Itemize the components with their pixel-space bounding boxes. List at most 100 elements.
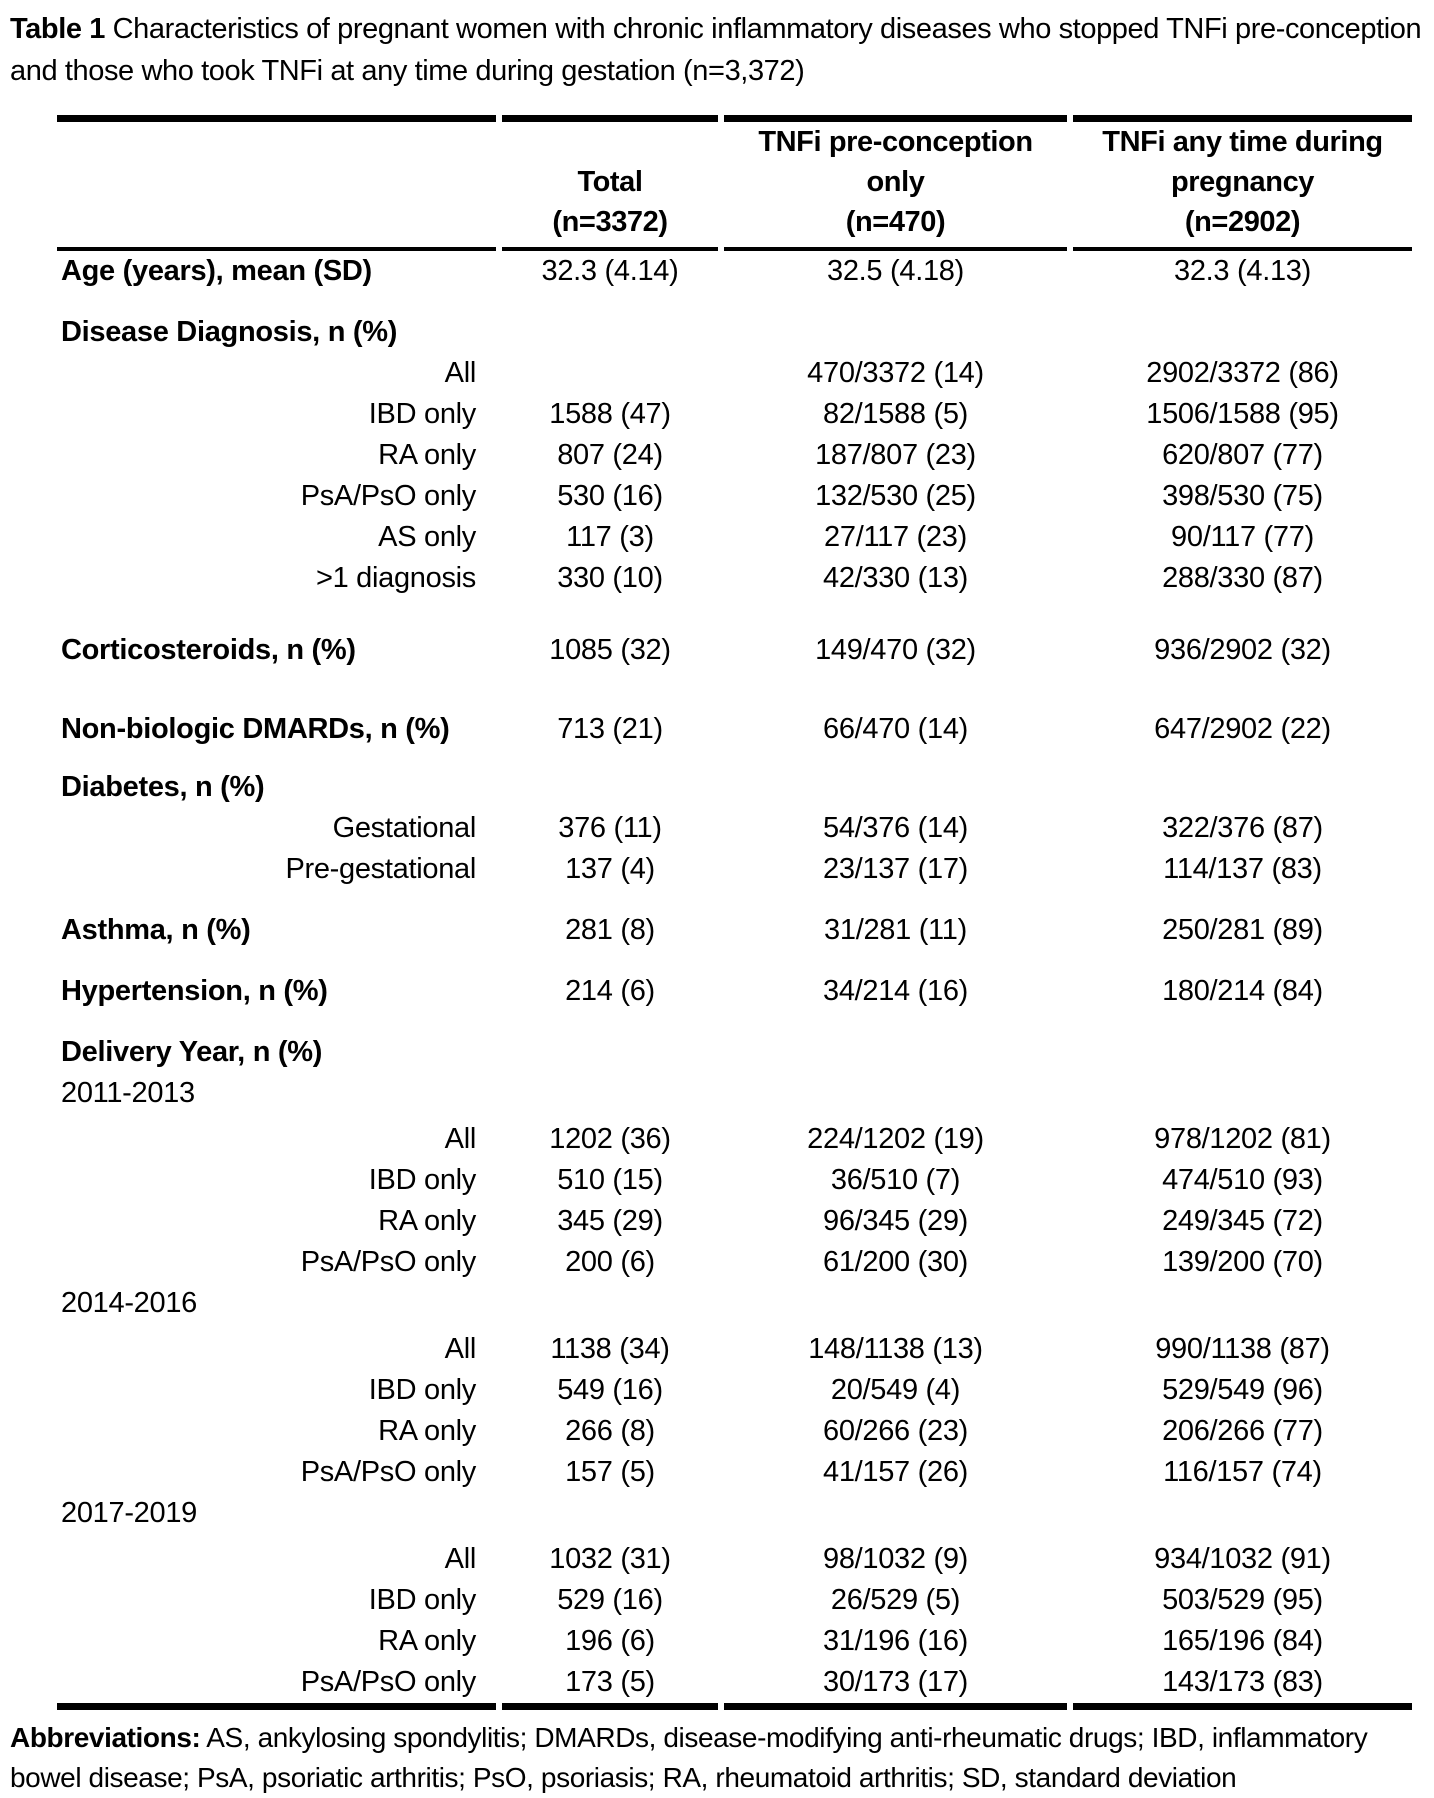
value-cell-anytime: 32.3 (4.13): [1174, 255, 1311, 287]
value-cell-preconception: 61/200 (30): [822, 1246, 969, 1278]
table-row: Corticosteroids, n (%) 1085 (32) 149/470 (…: [57, 599, 1412, 671]
value-cell-anytime: [1073, 1493, 1412, 1534]
row-label: PsA/PsO only: [300, 1246, 477, 1278]
row-label: All: [444, 1543, 477, 1575]
value-cell-total: 281 (8): [565, 914, 655, 946]
row-label: PsA/PsO only: [300, 480, 477, 512]
value-cell-anytime: 398/530 (75): [1162, 480, 1323, 512]
value-cell-anytime: 529/549 (96): [1162, 1374, 1323, 1406]
row-label: PsA/PsO only: [57, 1662, 496, 1710]
value-cell-anytime: [1073, 1012, 1412, 1073]
value-cell-total: 807 (24): [557, 439, 663, 471]
table-row: Delivery Year, n (%): [57, 1012, 1412, 1073]
header-cell-rowlabels: [57, 115, 496, 251]
value-cell-preconception: 132/530 (25): [815, 480, 976, 512]
table-row: IBD only 510 (15) 36/510 (7) 474/510 (93): [57, 1160, 1412, 1201]
value-cell-anytime: 90/117 (77): [1171, 521, 1314, 553]
row-label: Gestational: [332, 812, 477, 844]
row-label: RA only: [378, 1625, 476, 1657]
row-label: Diabetes, n (%): [61, 771, 265, 803]
header-line: (n=3372): [552, 206, 668, 238]
value-cell-anytime: 2902/3372 (86): [1146, 357, 1339, 389]
value-cell-total: 713 (21): [557, 713, 663, 745]
value-cell-preconception: [724, 750, 1067, 808]
value-cell-preconception: 20/549 (4): [830, 1374, 961, 1406]
value-cell-anytime: 1506/1588 (95): [1146, 398, 1339, 430]
row-label: >1 diagnosis: [315, 562, 476, 594]
value-cell-total: [502, 1493, 718, 1534]
table-row: RA only 807 (24) 187/807 (23) 620/807 (77): [57, 435, 1412, 476]
value-cell-anytime: 114/137 (83): [1163, 853, 1322, 885]
value-cell-preconception: 224/1202 (19): [807, 1123, 984, 1155]
value-cell-preconception: 98/1032 (9): [822, 1543, 969, 1575]
value-cell-total: 32.3 (4.14): [541, 255, 679, 287]
value-cell-total: 157 (5): [565, 1456, 655, 1488]
value-cell-total: [502, 1012, 718, 1073]
value-cell-preconception: 187/807 (23): [815, 439, 976, 471]
header-line: TNFi pre-conception: [758, 126, 1033, 158]
value-cell-anytime: [1073, 750, 1412, 808]
value-cell-preconception: 30/173 (17): [724, 1662, 1067, 1710]
row-label: Hypertension, n (%): [61, 975, 328, 1007]
value-cell-preconception: 26/529 (5): [830, 1584, 961, 1616]
header-line: only: [866, 166, 925, 198]
value-cell-total: [502, 750, 718, 808]
value-cell-anytime: 503/529 (95): [1162, 1584, 1323, 1616]
table-row: 2014-2016: [57, 1283, 1412, 1324]
abbreviations-text: AS, ankylosing spondylitis; DMARDs, dise…: [10, 1722, 1368, 1793]
value-cell-preconception: [724, 1073, 1067, 1114]
table-row: Diabetes, n (%): [57, 750, 1412, 808]
row-label: Asthma, n (%): [61, 914, 251, 946]
header-line: Total: [577, 166, 643, 198]
value-cell-preconception: 96/345 (29): [822, 1205, 969, 1237]
table-row: >1 diagnosis 330 (10) 42/330 (13) 288/330 (…: [57, 558, 1412, 599]
abbreviations-note: Abbreviations: AS, ankylosing spondyliti…: [10, 1718, 1424, 1798]
table-row: PsA/PsO only 173 (5) 30/173 (17) 143/173 (8…: [57, 1662, 1412, 1710]
value-cell-preconception: [724, 292, 1067, 353]
table-row: PsA/PsO only 200 (6) 61/200 (30) 139/200 (7…: [57, 1242, 1412, 1283]
value-cell-total: 117 (3): [566, 521, 654, 553]
table-row: All 470/3372 (14) 2902/3372 (86): [57, 353, 1412, 394]
value-cell-anytime: 116/157 (74): [1163, 1456, 1322, 1488]
row-label: IBD only: [368, 398, 477, 430]
header-line: TNFi any time during: [1102, 126, 1383, 158]
row-label: Non-biologic DMARDs, n (%): [61, 713, 450, 745]
value-cell-total: [502, 1283, 718, 1324]
table-row: IBD only 1588 (47) 82/1588 (5) 1506/1588 (9…: [57, 394, 1412, 435]
row-label: Disease Diagnosis, n (%): [61, 316, 398, 348]
table-caption: Table 1 Characteristics of pregnant wome…: [10, 8, 1424, 92]
row-label: RA only: [378, 1205, 476, 1237]
table-row: Gestational 376 (11) 54/376 (14) 322/376 (8…: [57, 808, 1412, 849]
row-label: IBD only: [368, 1164, 477, 1196]
table-row: 2017-2019: [57, 1493, 1412, 1534]
value-cell-total: 510 (15): [557, 1164, 663, 1196]
value-cell-preconception: [724, 1012, 1067, 1073]
header-line: (n=470): [845, 206, 946, 238]
value-cell-preconception: 23/137 (17): [822, 853, 969, 885]
value-cell-preconception: [724, 1283, 1067, 1324]
value-cell-preconception: 60/266 (23): [822, 1415, 969, 1447]
value-cell-anytime: 934/1032 (91): [1154, 1543, 1331, 1575]
header-cell-anytime: TNFi any time during pregnancy (n=2902): [1073, 115, 1412, 251]
row-label: All: [444, 357, 477, 389]
value-cell-preconception: [724, 1493, 1067, 1534]
value-cell-anytime: 180/214 (84): [1162, 975, 1323, 1007]
value-cell-anytime: 620/807 (77): [1162, 439, 1323, 471]
table-row: Asthma, n (%) 281 (8) 31/281 (11) 250/281 (…: [57, 890, 1412, 951]
table-row: All 1202 (36) 224/1202 (19) 978/1202 (81): [57, 1114, 1412, 1160]
table-row: AS only 117 (3) 27/117 (23) 90/117 (77): [57, 517, 1412, 558]
value-cell-total: 1202 (36): [549, 1123, 671, 1155]
row-label: IBD only: [368, 1374, 477, 1406]
row-label: Corticosteroids, n (%): [61, 634, 356, 666]
value-cell-preconception: 66/470 (14): [822, 713, 969, 745]
value-cell-total: 549 (16): [557, 1374, 663, 1406]
value-cell-anytime: 990/1138 (87): [1155, 1333, 1330, 1365]
characteristics-table: Total (n=3372) TNFi pre-conception only (n=…: [51, 115, 1418, 1710]
value-cell-total: 1588 (47): [549, 398, 671, 430]
table-row: Hypertension, n (%) 214 (6) 34/214 (16) 180…: [57, 951, 1412, 1012]
value-cell-preconception: 34/214 (16): [822, 975, 969, 1007]
table-row: IBD only 529 (16) 26/529 (5) 503/529 (95): [57, 1580, 1412, 1621]
row-label: IBD only: [368, 1584, 477, 1616]
value-cell-total: [502, 292, 718, 353]
